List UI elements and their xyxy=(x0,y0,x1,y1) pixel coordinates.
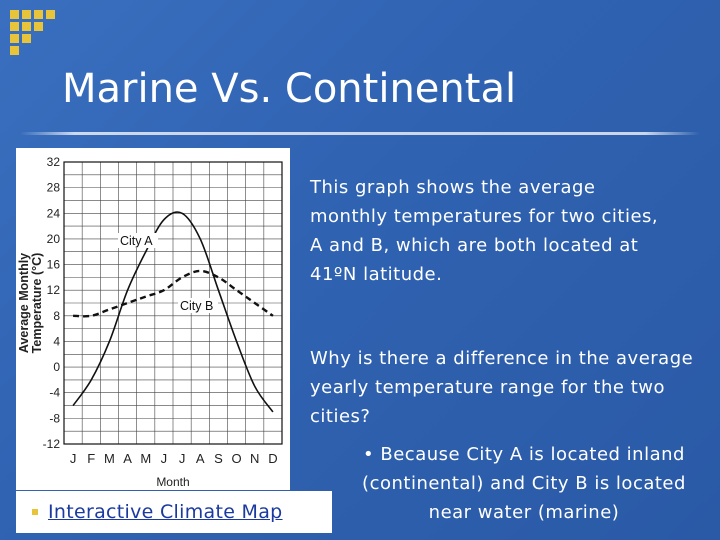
question-answer: • Because City A is located inland (cont… xyxy=(362,444,686,523)
series-label: City B xyxy=(180,299,213,313)
x-tick-label: J xyxy=(70,451,77,466)
temperature-chart-panel: 32 28 24 20 16 12 8 4 0 -4 -8 -12 J F M A M J J A S O N D Month A… xyxy=(16,148,290,490)
y-tick-label: 20 xyxy=(47,232,61,246)
x-tick-label: D xyxy=(268,451,277,466)
x-tick-label: M xyxy=(140,451,151,466)
title-divider xyxy=(20,132,700,135)
interactive-climate-map-link[interactable]: Interactive Climate Map xyxy=(48,501,283,523)
y-tick-label: 4 xyxy=(53,334,60,348)
y-tick-label: 12 xyxy=(47,283,61,297)
chart-description: This graph shows the average monthly tem… xyxy=(310,177,659,285)
y-tick-label: 24 xyxy=(47,206,61,220)
y-axis-label-line2: Temperature (°C) xyxy=(30,253,44,354)
x-tick-label: J xyxy=(179,451,186,466)
plot-frame xyxy=(63,161,283,445)
y-tick-label: 8 xyxy=(53,309,60,323)
y-tick-label: -4 xyxy=(49,386,60,400)
interactive-climate-map-link-box[interactable]: Interactive Climate Map xyxy=(16,491,332,533)
x-axis-label: Month xyxy=(156,475,189,489)
x-tick-label: J xyxy=(161,451,168,466)
series-line-city-b xyxy=(73,269,274,318)
x-tick-label: S xyxy=(214,451,223,466)
x-tick-label: F xyxy=(87,451,95,466)
y-tick-label: 16 xyxy=(47,258,61,272)
decorative-square-grid-logo xyxy=(10,10,62,56)
slide-title: Marine Vs. Continental xyxy=(62,66,517,112)
y-tick-label: -12 xyxy=(43,437,61,451)
x-tick-label: A xyxy=(123,451,132,466)
y-tick-label: 0 xyxy=(53,360,60,374)
x-tick-label: M xyxy=(104,451,115,466)
series-label: City A xyxy=(120,234,153,248)
x-tick-label: N xyxy=(250,451,259,466)
series-line-city-a xyxy=(72,211,274,413)
x-tick-label: O xyxy=(232,451,242,466)
series-label-bg xyxy=(178,298,218,313)
discussion-question: Why is there a difference in the average… xyxy=(310,348,694,427)
y-tick-label: -8 xyxy=(49,411,60,425)
x-tick-label: A xyxy=(196,451,205,466)
bullet-square-icon xyxy=(32,509,38,515)
series-label-bg xyxy=(118,233,158,248)
y-tick-label: 28 xyxy=(47,181,61,195)
y-axis-label-line1: Average Monthly xyxy=(17,253,31,353)
y-tick-label: 32 xyxy=(47,155,61,169)
